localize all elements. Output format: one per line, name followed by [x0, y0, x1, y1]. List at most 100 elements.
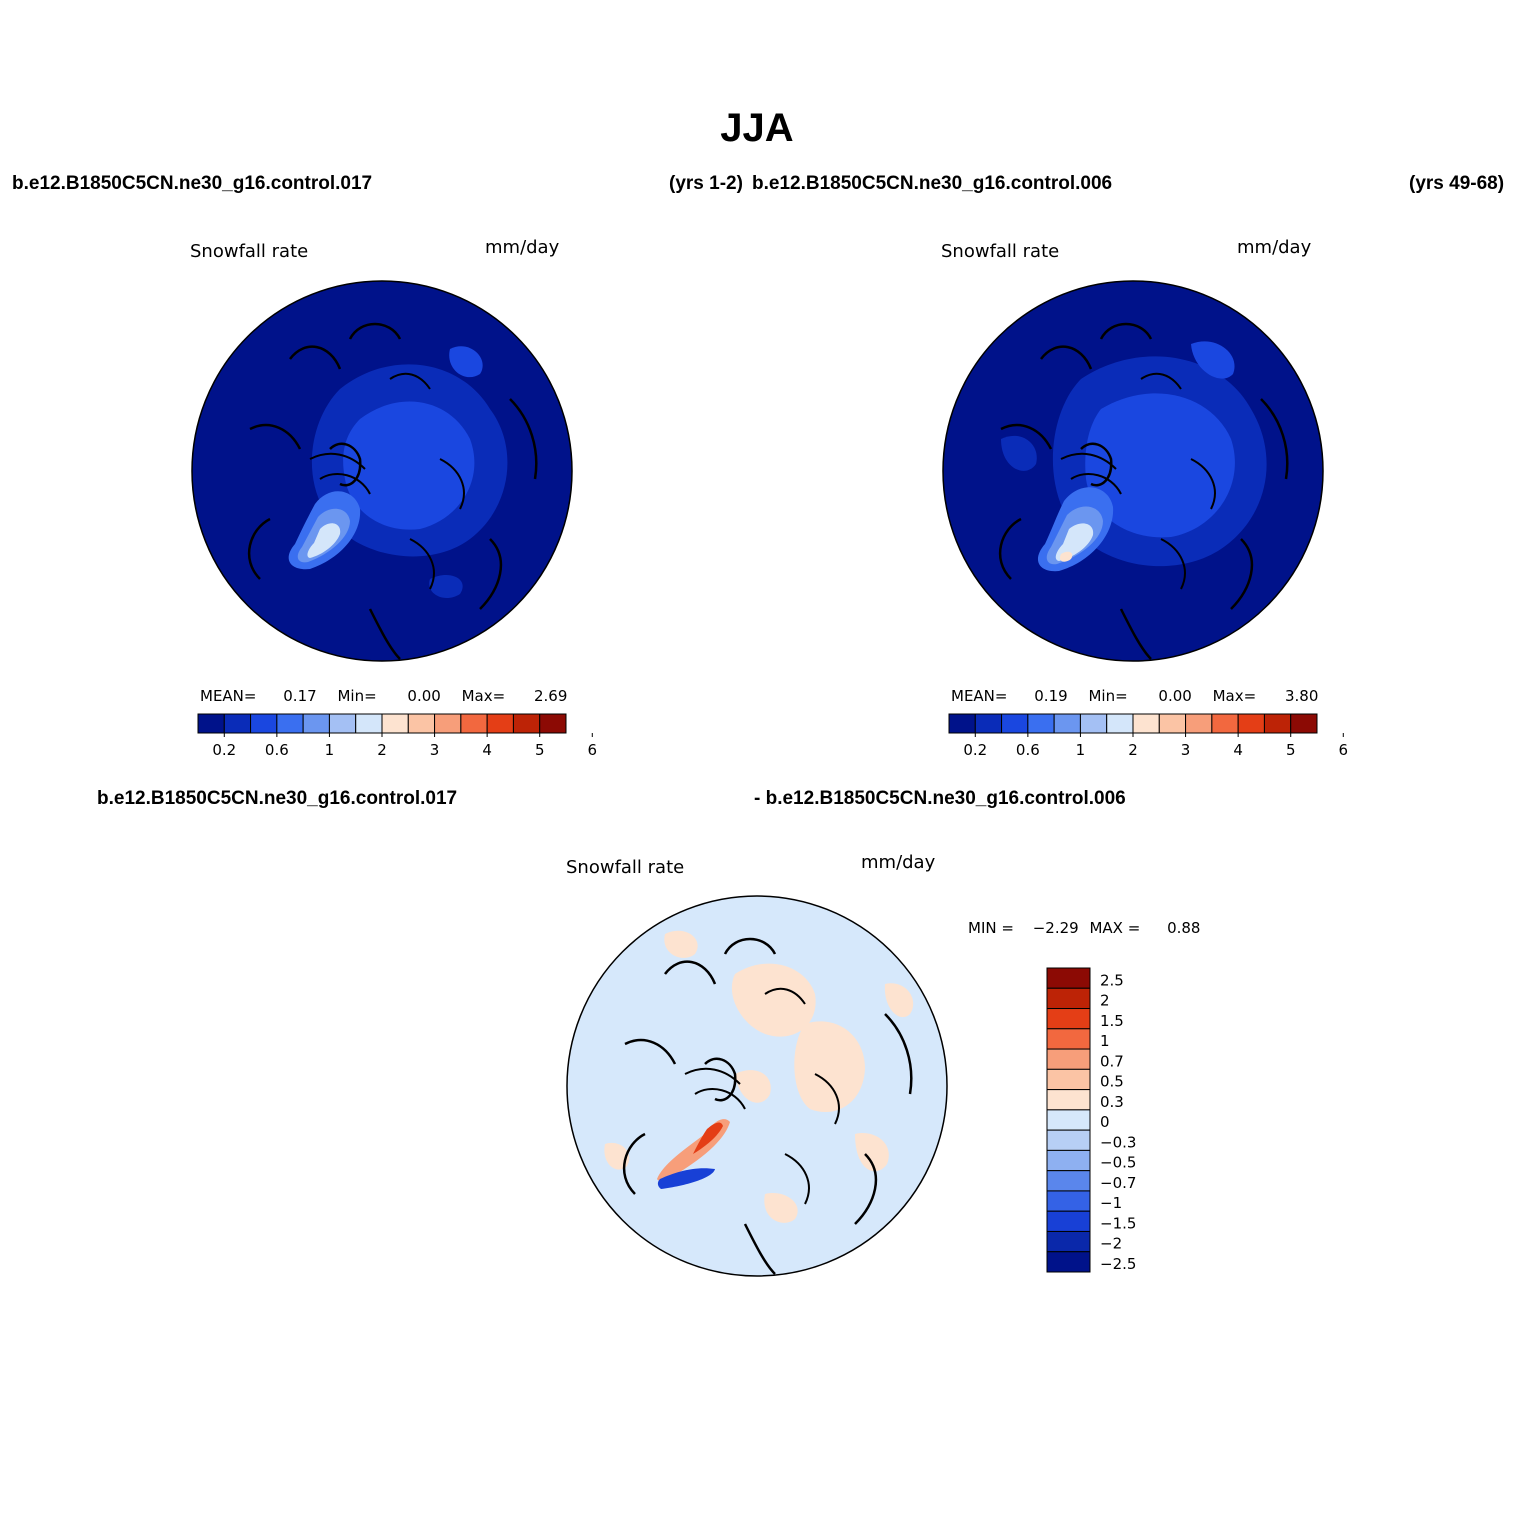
colorbar-swatch: [434, 713, 462, 734]
colorbar-swatch: [1290, 713, 1318, 734]
case1-title: b.e12.B1850C5CN.ne30_g16.control.017: [12, 173, 373, 194]
panel2-stats: MEAN= 0.19 Min= 0.00 Max= 3.80: [951, 687, 1318, 705]
colorbar-tick-label: 0: [1100, 1113, 1110, 1131]
colorbar-swatch: [1046, 1089, 1091, 1111]
max-label: Max=: [461, 687, 506, 705]
colorbar-tick-label: 3: [430, 741, 440, 759]
panel1-variable-label: Snowfall rate: [190, 241, 309, 262]
colorbar-tick-label: −1.5: [1100, 1214, 1136, 1232]
colorbar-swatch: [1106, 713, 1134, 734]
colorbar-tick-label: 0.5: [1100, 1073, 1124, 1091]
colorbar-swatch: [381, 713, 409, 734]
colorbar-swatch: [223, 713, 252, 734]
colorbar-swatch: [1211, 713, 1239, 734]
panel3-variable-label: Snowfall rate: [566, 857, 685, 878]
colorbar-swatch: [1046, 987, 1091, 1010]
colorbar-swatch: [1046, 1028, 1091, 1050]
mean-label: MEAN=: [951, 687, 1008, 705]
colorbar-tick-label: 2: [1100, 992, 1110, 1010]
min-value: −2.29: [1032, 919, 1079, 937]
colorbar-tick-label: −2.5: [1100, 1255, 1136, 1273]
case2-years: (yrs 49-68): [1409, 173, 1505, 194]
colorbar-swatch: [1132, 713, 1160, 734]
panel2-variable-label: Snowfall rate: [941, 241, 1060, 262]
colorbar-tick-label: −0.7: [1100, 1174, 1136, 1192]
mean-value: 0.19: [1034, 687, 1068, 705]
diff-case-right: - b.e12.B1850C5CN.ne30_g16.control.006: [754, 788, 1126, 809]
panel1-map: [191, 280, 573, 662]
colorbar-swatch: [1046, 1048, 1091, 1070]
mean-value: 0.17: [283, 687, 317, 705]
max-value: 2.69: [533, 687, 568, 705]
colorbar-swatch: [1046, 1190, 1091, 1212]
colorbar-swatch: [1001, 713, 1029, 734]
panel1-stats: MEAN= 0.17 Min= 0.00 Max= 2.69: [200, 687, 567, 705]
colorbar-swatch: [1185, 713, 1213, 734]
colorbar-tick-label: 1: [325, 741, 335, 759]
colorbar-tick-label: 1: [1100, 1032, 1110, 1050]
colorbar-swatch: [1046, 967, 1091, 989]
colorbar-tick-label: −0.5: [1100, 1154, 1136, 1172]
colorbar-swatch: [1046, 1129, 1091, 1151]
colorbar-tick-label: 2: [377, 741, 387, 759]
case2-title: b.e12.B1850C5CN.ne30_g16.control.006: [752, 173, 1113, 194]
panel2-colorbar: 0.2 0.6 1 2 3 4 5 6: [948, 713, 1348, 759]
colorbar-swatch: [302, 713, 330, 734]
colorbar-tick-label: 0.7: [1100, 1052, 1124, 1070]
max-label: MAX =: [1089, 919, 1141, 937]
colorbar-tick-label: 0.2: [963, 741, 987, 759]
colorbar-swatch: [1263, 713, 1292, 734]
colorbar-swatch: [948, 713, 976, 734]
colorbar-swatch: [197, 713, 225, 734]
colorbar-swatch: [512, 713, 541, 734]
colorbar-swatch: [486, 713, 514, 734]
panel3-colorbar: 2.5 2 1.5 1 0.7 0.5 0.3 0 −0.3 −0.5 −0.7 −1 −1.5 −2 −2…: [1046, 967, 1136, 1273]
colorbar-swatch: [328, 713, 357, 734]
colorbar-swatch: [1046, 1109, 1091, 1131]
colorbar-swatch: [1046, 1230, 1091, 1253]
max-label: Max=: [1212, 687, 1257, 705]
max-value: 3.80: [1284, 687, 1319, 705]
page-title: JJA: [720, 106, 794, 150]
min-label: MIN =: [968, 919, 1014, 937]
panel2-units-label: mm/day: [1237, 237, 1312, 258]
colorbar-swatch: [407, 713, 436, 734]
case1-years: (yrs 1-2): [669, 173, 743, 194]
colorbar-swatch: [539, 713, 567, 734]
colorbar-swatch: [974, 713, 1003, 734]
colorbar-tick-label: −1: [1100, 1194, 1122, 1212]
colorbar-swatch: [250, 713, 278, 734]
greenland-edge-negative: [657, 1168, 715, 1189]
colorbar-swatch: [1158, 713, 1187, 734]
panel1-colorbar: 0.2 0.6 1 2 3 4 5 6: [197, 713, 597, 759]
colorbar-swatch: [1046, 1068, 1091, 1091]
colorbar-tick-label: 6: [588, 741, 598, 759]
max-value: 0.88: [1167, 919, 1201, 937]
colorbar-tick-label: −0.3: [1100, 1133, 1136, 1151]
colorbar-swatch: [1046, 1149, 1091, 1172]
colorbar-swatch: [1053, 713, 1081, 734]
panel3-units-label: mm/day: [861, 852, 936, 873]
colorbar-swatch: [460, 713, 488, 734]
colorbar-swatch: [1237, 713, 1265, 734]
colorbar-swatch: [1046, 1210, 1091, 1232]
colorbar-swatch: [1079, 713, 1108, 734]
min-value: 0.00: [1158, 687, 1192, 705]
mean-label: MEAN=: [200, 687, 257, 705]
colorbar-tick-label: 2.5: [1100, 971, 1124, 989]
min-value: 0.00: [407, 687, 441, 705]
colorbar-tick-label: 0.6: [265, 741, 289, 759]
colorbar-tick-label: 0.6: [1016, 741, 1040, 759]
colorbar-swatch: [276, 713, 304, 734]
min-label: Min=: [1088, 687, 1128, 705]
colorbar-tick-label: 4: [1233, 741, 1243, 759]
panel3-stats: MIN = −2.29 MAX = 0.88: [968, 919, 1200, 937]
colorbar-swatch: [1027, 713, 1055, 734]
colorbar-tick-label: 2: [1128, 741, 1138, 759]
colorbar-tick-label: 1.5: [1100, 1012, 1124, 1030]
colorbar-tick-label: −2: [1100, 1235, 1122, 1253]
colorbar-tick-label: 6: [1339, 741, 1349, 759]
colorbar-swatch: [1046, 1008, 1091, 1030]
panel3-map: [566, 895, 948, 1277]
colorbar-tick-label: 1: [1076, 741, 1086, 759]
